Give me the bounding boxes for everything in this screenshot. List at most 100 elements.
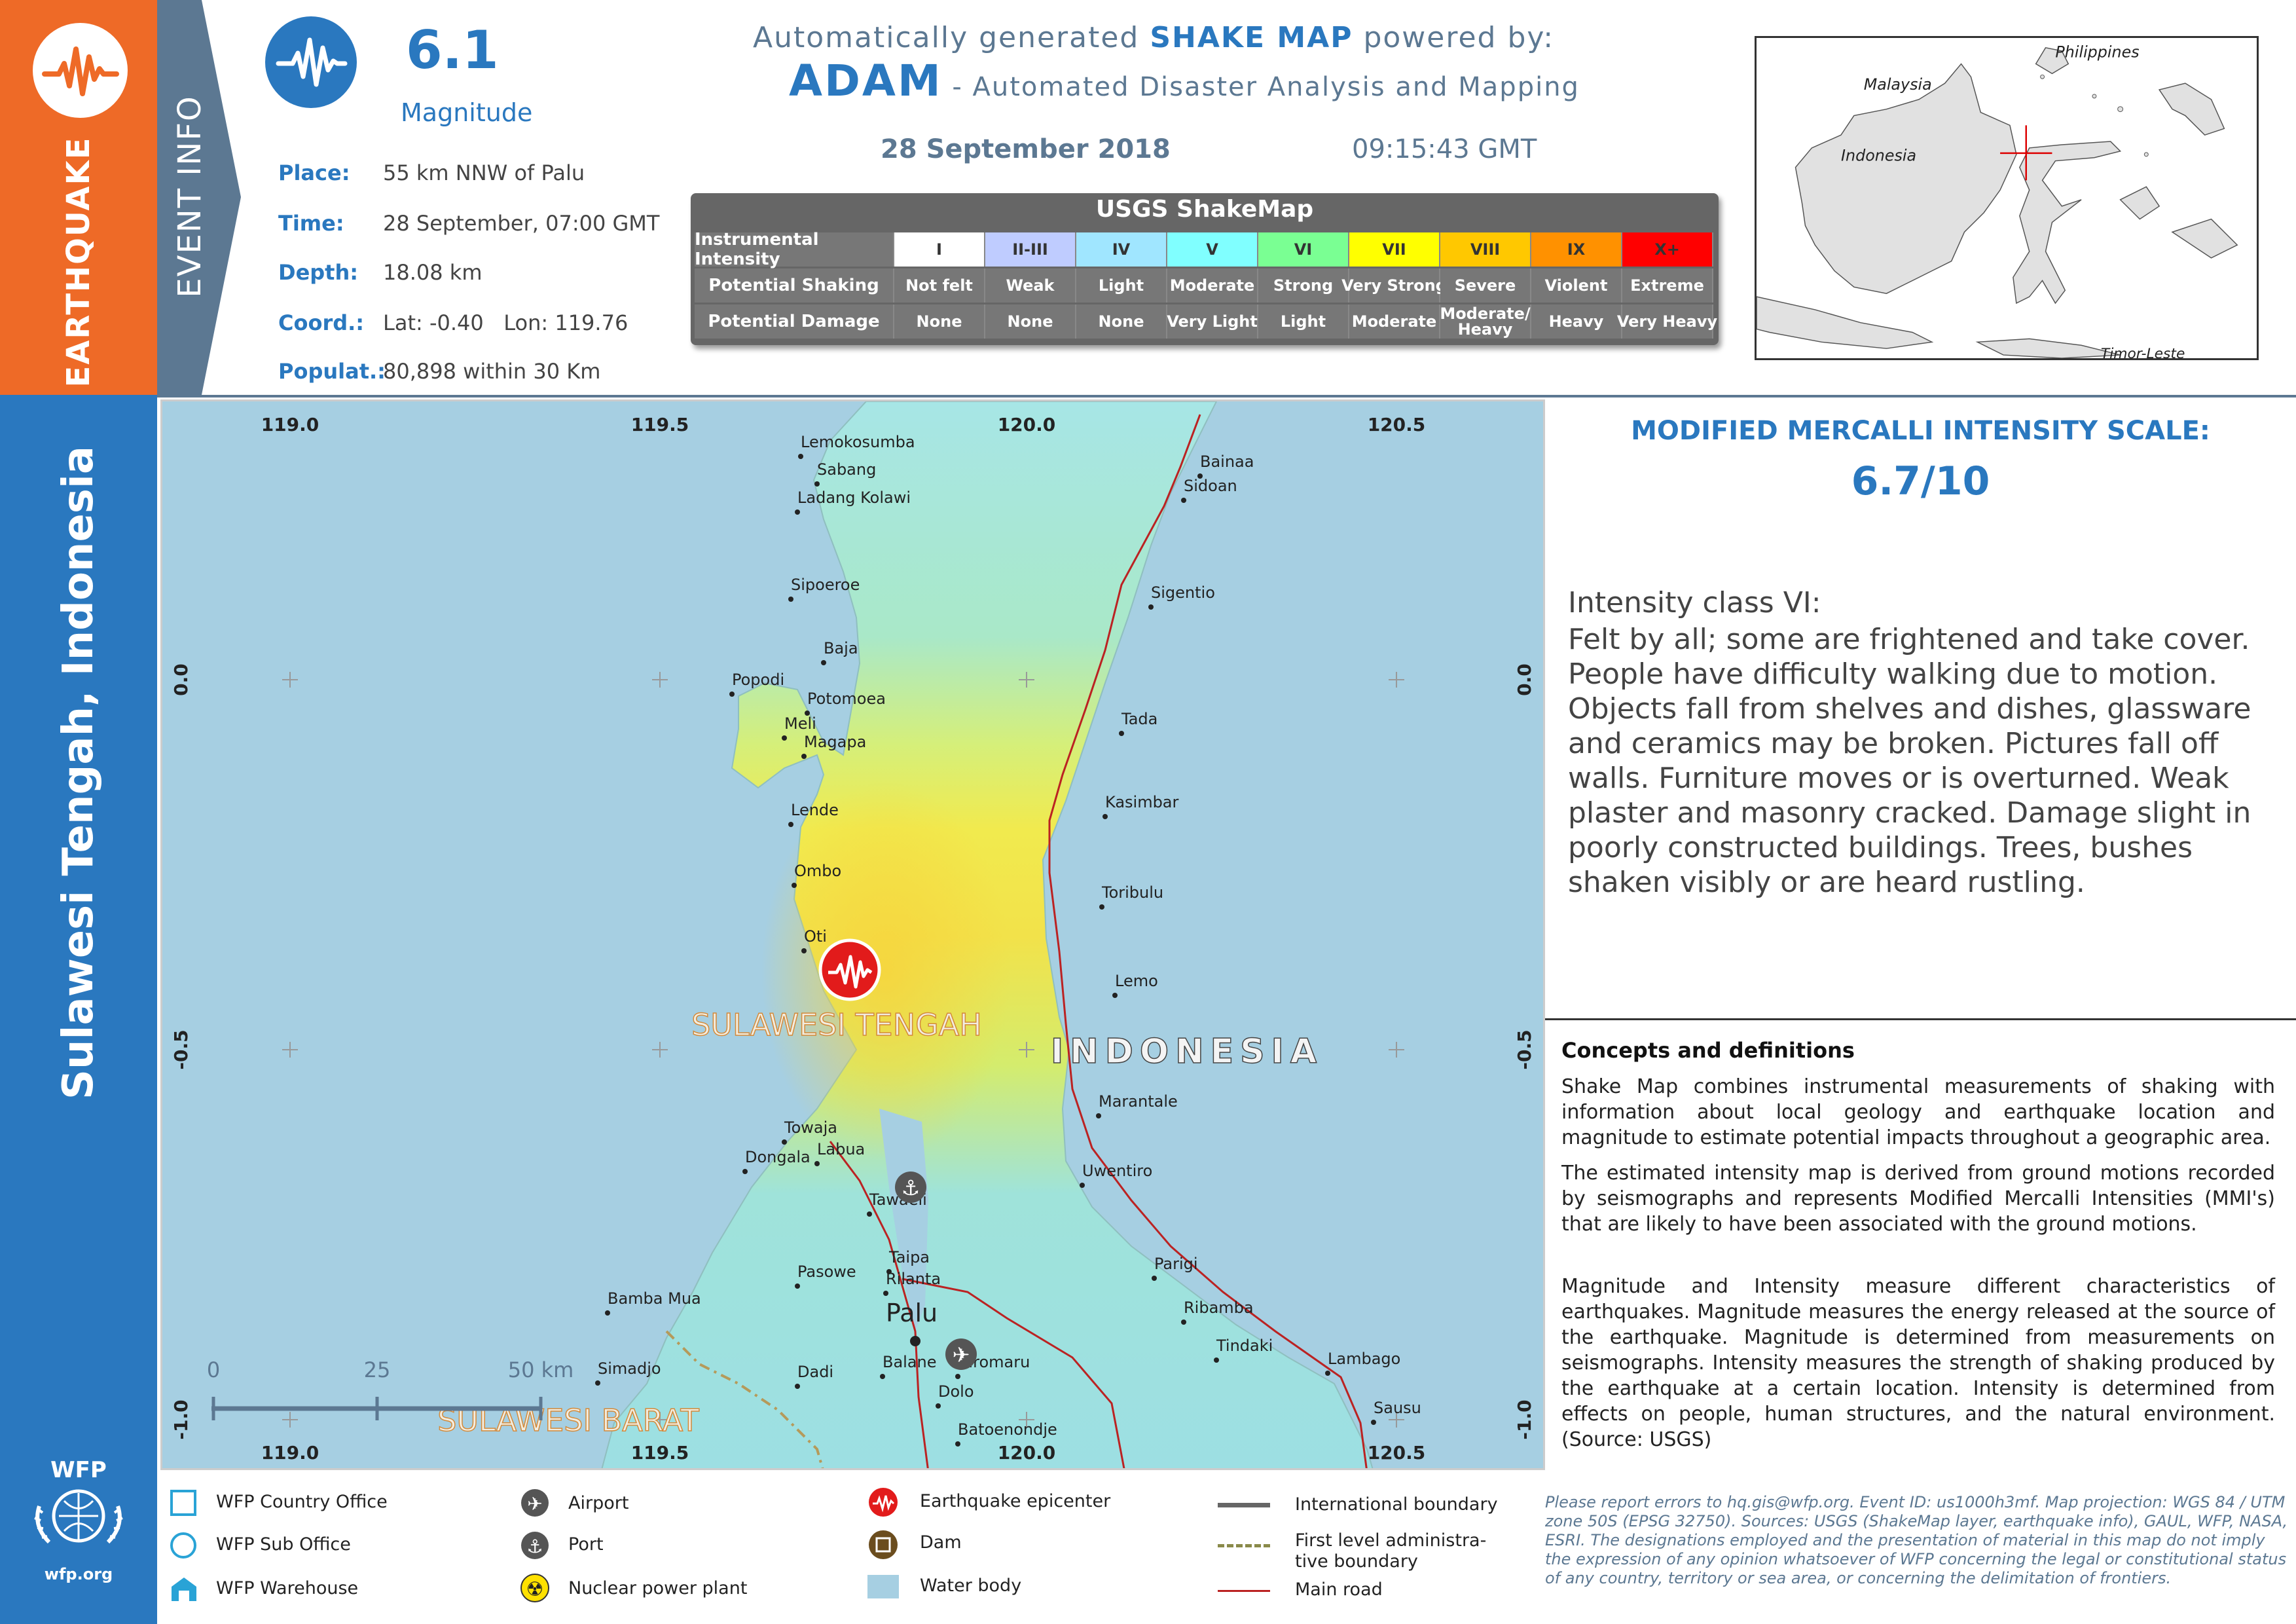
inset-locator-map[interactable]: Philippines Malaysia Indonesia Timor-Les… xyxy=(1755,36,2259,360)
concept-paragraph: Magnitude and Intensity measure differen… xyxy=(1561,1275,2275,1451)
place-marker xyxy=(1214,1357,1219,1363)
intensity-class: Intensity class VI: xyxy=(1568,586,1821,619)
airport-icon[interactable]: ✈ xyxy=(945,1338,977,1370)
place-marker xyxy=(955,1374,960,1379)
earthquake-icon xyxy=(33,23,128,118)
place-label: Kasimbar xyxy=(1105,793,1179,811)
place-label: Sigentio xyxy=(1151,583,1215,602)
place-marker xyxy=(805,710,810,716)
concepts-title: Concepts and definitions xyxy=(1561,1038,1855,1063)
magnitude-label: Magnitude xyxy=(401,98,533,127)
port-icon[interactable]: ⚓ xyxy=(895,1172,926,1203)
svg-text:✈: ✈ xyxy=(527,1493,542,1515)
place-label: Bainaa xyxy=(1200,452,1254,471)
place-marker xyxy=(821,660,826,665)
legend-label: Airport xyxy=(568,1493,629,1513)
legend-label: First level administra- tive boundary xyxy=(1295,1530,1487,1572)
place-label: Sausu xyxy=(1374,1399,1421,1417)
header-post: powered by: xyxy=(1353,21,1555,54)
shaking-cell: Violent xyxy=(1531,268,1622,303)
legend-label: WFP Sub Office xyxy=(216,1534,351,1555)
mmi-value: 6.7/10 xyxy=(1851,458,1990,504)
damage-cell: Moderate xyxy=(1349,304,1440,339)
intensity-cell: II-III xyxy=(985,232,1076,267)
svg-text:✈: ✈ xyxy=(953,1342,970,1367)
international-boundary-icon xyxy=(1218,1503,1270,1507)
shakemap-scale-table: USGS ShakeMap Instrumental Intensity I II… xyxy=(691,193,1719,345)
intensity-cell: IX xyxy=(1531,232,1622,267)
place-marker xyxy=(742,1169,748,1174)
place-label: Parigi xyxy=(1154,1255,1198,1273)
place-label: Meli xyxy=(784,714,816,733)
place-marker xyxy=(595,1380,600,1386)
damage-row: Potential Damage None None None Very Light L… xyxy=(695,304,1717,339)
seismograph-icon xyxy=(265,16,357,108)
place-marker xyxy=(1096,1113,1101,1118)
info-row-place: Place: 55 km NNW of Palu xyxy=(278,160,585,185)
place-label: Magapa xyxy=(804,733,866,751)
lat-tick-label: 0.0 xyxy=(1514,663,1535,696)
wfp-logo-text: WFP xyxy=(50,1457,107,1483)
place-marker xyxy=(795,1283,800,1289)
shaking-cell: Moderate xyxy=(1167,268,1258,303)
svg-text:⚓: ⚓ xyxy=(902,1175,920,1200)
info-key: Depth: xyxy=(278,260,359,285)
intensity-cell: VIII xyxy=(1440,232,1531,267)
damage-cell: None xyxy=(894,304,985,339)
event-info-arrow xyxy=(202,0,241,395)
nuclear-icon: ☢ xyxy=(520,1574,549,1605)
place-label: Lambago xyxy=(1328,1350,1400,1368)
concept-paragraph: Shake Map combines instrumental measurem… xyxy=(1561,1075,2275,1149)
damage-cell: None xyxy=(1076,304,1167,339)
shaking-cell: Extreme xyxy=(1622,268,1713,303)
damage-cell: Heavy xyxy=(1531,304,1622,339)
province-label: SULAWESI TENGAH xyxy=(691,1007,982,1043)
place-marker xyxy=(1181,1320,1186,1325)
intensity-row: Instrumental Intensity I II-III IV V VI VII VI… xyxy=(695,230,1713,269)
mmi-title: MODIFIED MERCALLI INTENSITY SCALE: xyxy=(1631,416,2210,446)
info-row-time: Time: 28 September, 07:00 GMT xyxy=(278,211,659,236)
main-road-icon xyxy=(1218,1590,1270,1592)
place-label: Tindaki xyxy=(1216,1337,1273,1355)
place-label: Ombo xyxy=(794,862,841,880)
row-label: Potential Shaking xyxy=(695,268,894,303)
lon-tick-label: 119.0 xyxy=(261,1442,319,1464)
legend-label: WFP Warehouse xyxy=(216,1578,359,1598)
country-label: INDONESIA xyxy=(1051,1032,1323,1071)
place-label: Lemokosumba xyxy=(801,433,915,451)
info-value: 18.08 km xyxy=(383,260,483,285)
wfp-url[interactable]: wfp.org xyxy=(44,1565,113,1583)
scale-label: 50 km xyxy=(508,1357,574,1382)
wfp-emblem-icon xyxy=(20,1480,137,1559)
header-adam-desc: - Automated Disaster Analysis and Mappin… xyxy=(942,72,1580,102)
event-time: 09:15:43 GMT xyxy=(1352,134,1537,164)
place-label: Bamba Mua xyxy=(608,1289,701,1308)
epicenter-icon[interactable] xyxy=(818,938,881,1001)
place-marker xyxy=(798,454,803,459)
place-label: Batoenondje xyxy=(958,1420,1057,1439)
lat-tick-label: 0.0 xyxy=(170,663,192,696)
damage-cell: None xyxy=(985,304,1076,339)
place-label: Popodi xyxy=(732,671,784,689)
main-shakemap[interactable]: 119.0 119.5 120.0 120.5 119.0 119.5 120.0 120.… xyxy=(160,399,1545,1470)
magnitude-value: 6.1 xyxy=(406,20,499,81)
place-label: Baja xyxy=(824,639,858,657)
lon-tick-label: 120.5 xyxy=(1368,1442,1426,1464)
info-value: Lat: -0.40 Lon: 119.76 xyxy=(383,310,629,335)
header-shake-map: SHAKE MAP xyxy=(1150,21,1353,54)
place-marker xyxy=(867,1211,872,1217)
shaking-cell: Light xyxy=(1076,268,1167,303)
lon-tick-label: 120.0 xyxy=(998,414,1056,435)
place-marker xyxy=(782,1139,787,1145)
place-marker xyxy=(955,1441,960,1447)
inset-label: Timor-Leste xyxy=(2101,346,2185,358)
shaking-cell: Severe xyxy=(1440,268,1531,303)
place-marker xyxy=(795,1384,800,1389)
water-body-icon xyxy=(867,1575,899,1598)
info-row-depth: Depth: 18.08 km xyxy=(278,260,482,285)
shaking-row: Potential Shaking Not felt Weak Light Moder… xyxy=(695,268,1713,303)
legend-label: WFP Country Office xyxy=(216,1492,388,1512)
info-key: Populat.: xyxy=(278,359,386,384)
lat-tick-label: -0.5 xyxy=(170,1029,192,1069)
place-label: Towaja xyxy=(784,1118,837,1137)
